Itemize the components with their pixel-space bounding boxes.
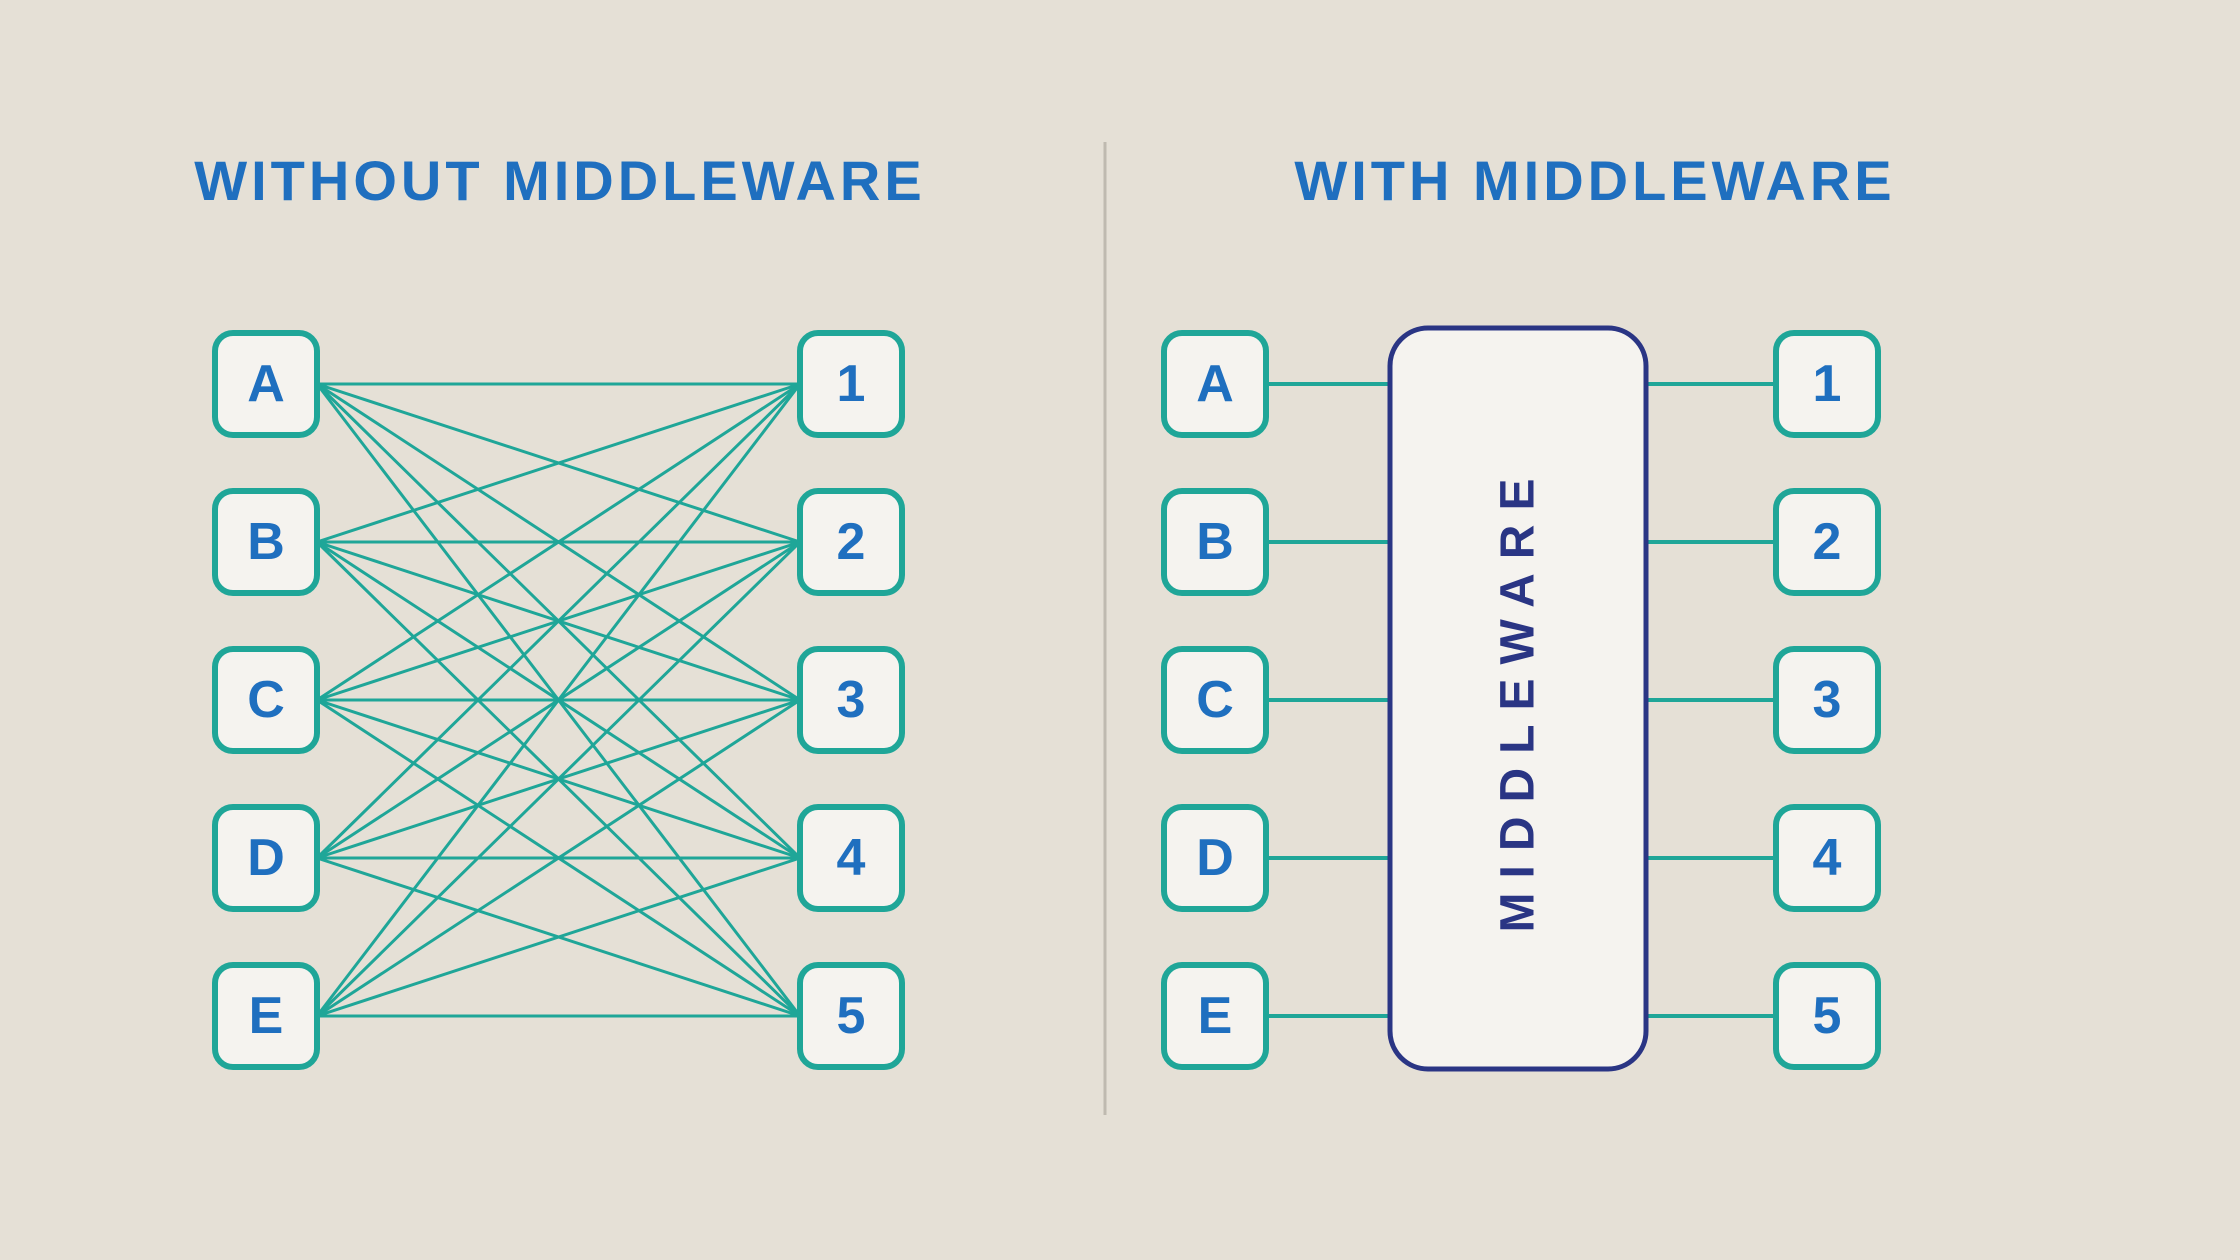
node-label: 1 bbox=[1813, 355, 1842, 413]
left-source-node-4: E bbox=[215, 965, 317, 1067]
node-label: 3 bbox=[1813, 671, 1842, 729]
node-label: 4 bbox=[837, 829, 866, 887]
left-target-node-0: 1 bbox=[800, 333, 902, 435]
middleware-label: MIDDLEWARE bbox=[1492, 465, 1545, 933]
node-label: 1 bbox=[837, 355, 866, 413]
right-target-node-3: 4 bbox=[1776, 807, 1878, 909]
left-target-node-4: 5 bbox=[800, 965, 902, 1067]
node-label: D bbox=[247, 829, 285, 887]
diagram-svg: WITHOUT MIDDLEWARE WITH MIDDLEWARE A B C D E 1 2… bbox=[0, 0, 2240, 1260]
right-source-node-3: D bbox=[1164, 807, 1266, 909]
right-target-node-0: 1 bbox=[1776, 333, 1878, 435]
left-target-node-2: 3 bbox=[800, 649, 902, 751]
right-source-node-0: A bbox=[1164, 333, 1266, 435]
node-label: B bbox=[247, 513, 285, 571]
left-source-node-2: C bbox=[215, 649, 317, 751]
node-label: E bbox=[249, 987, 284, 1045]
left-source-node-1: B bbox=[215, 491, 317, 593]
right-target-node-2: 3 bbox=[1776, 649, 1878, 751]
node-label: 4 bbox=[1813, 829, 1842, 887]
right-source-node-2: C bbox=[1164, 649, 1266, 751]
right-target-node-4: 5 bbox=[1776, 965, 1878, 1067]
node-label: 3 bbox=[837, 671, 866, 729]
left-source-node-3: D bbox=[215, 807, 317, 909]
right-source-node-1: B bbox=[1164, 491, 1266, 593]
node-label: 5 bbox=[837, 987, 866, 1045]
node-label: 2 bbox=[1813, 513, 1842, 571]
left-source-node-0: A bbox=[215, 333, 317, 435]
node-label: C bbox=[247, 671, 285, 729]
node-label: E bbox=[1198, 987, 1233, 1045]
node-label: 2 bbox=[837, 513, 866, 571]
section-title: WITHOUT MIDDLEWARE bbox=[194, 149, 925, 212]
node-label: C bbox=[1196, 671, 1234, 729]
section-title: WITH MIDDLEWARE bbox=[1294, 149, 1895, 212]
node-label: D bbox=[1196, 829, 1234, 887]
right-source-node-4: E bbox=[1164, 965, 1266, 1067]
diagram-container: WITHOUT MIDDLEWARE WITH MIDDLEWARE A B C D E 1 2… bbox=[0, 0, 2240, 1260]
right-target-node-1: 2 bbox=[1776, 491, 1878, 593]
left-target-node-1: 2 bbox=[800, 491, 902, 593]
node-label: A bbox=[1196, 355, 1234, 413]
left-target-node-3: 4 bbox=[800, 807, 902, 909]
node-label: A bbox=[247, 355, 285, 413]
node-label: B bbox=[1196, 513, 1234, 571]
node-label: 5 bbox=[1813, 987, 1842, 1045]
middleware-box: MIDDLEWARE bbox=[1390, 328, 1646, 1069]
